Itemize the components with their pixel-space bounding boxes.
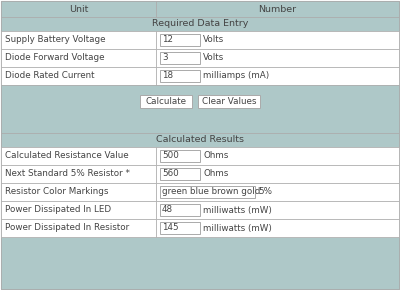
- Bar: [160, 52, 200, 64]
- Bar: [1, 17, 399, 31]
- Text: Next Standard 5% Resistor *: Next Standard 5% Resistor *: [5, 169, 130, 179]
- Text: 145: 145: [162, 224, 179, 233]
- Bar: [160, 150, 200, 162]
- Text: 48: 48: [162, 206, 173, 215]
- Bar: [140, 95, 192, 108]
- Text: 500: 500: [162, 151, 179, 160]
- Text: green blue brown gold: green blue brown gold: [162, 188, 260, 197]
- Bar: [1, 31, 156, 49]
- Bar: [1, 49, 156, 67]
- Bar: [1, 133, 399, 147]
- Text: Power Dissipated In LED: Power Dissipated In LED: [5, 206, 111, 215]
- Text: Calculate: Calculate: [146, 97, 186, 106]
- Text: Diode Rated Current: Diode Rated Current: [5, 72, 94, 81]
- Text: Unit: Unit: [69, 5, 88, 14]
- Text: milliwatts (mW): milliwatts (mW): [203, 224, 272, 233]
- Bar: [160, 168, 200, 180]
- Text: Supply Battery Voltage: Supply Battery Voltage: [5, 35, 106, 44]
- Bar: [156, 31, 399, 49]
- Text: 12: 12: [162, 35, 173, 44]
- Text: Ohms: Ohms: [203, 169, 228, 179]
- Bar: [156, 1, 399, 17]
- Bar: [160, 34, 200, 46]
- Bar: [156, 147, 399, 165]
- Bar: [156, 183, 399, 201]
- Bar: [160, 186, 255, 198]
- Bar: [156, 201, 399, 219]
- Text: Number: Number: [258, 5, 296, 14]
- Bar: [1, 1, 156, 17]
- Bar: [1, 201, 156, 219]
- Text: Calculated Resistance Value: Calculated Resistance Value: [5, 151, 129, 160]
- Bar: [156, 165, 399, 183]
- Bar: [1, 237, 399, 289]
- Text: Volts: Volts: [203, 53, 224, 63]
- Text: Power Dissipated In Resistor: Power Dissipated In Resistor: [5, 224, 129, 233]
- Text: Required Data Entry: Required Data Entry: [152, 19, 248, 28]
- Bar: [1, 85, 399, 133]
- Bar: [156, 67, 399, 85]
- Bar: [156, 219, 399, 237]
- Text: Ohms: Ohms: [203, 151, 228, 160]
- Text: Diode Forward Voltage: Diode Forward Voltage: [5, 53, 104, 63]
- Bar: [1, 219, 156, 237]
- Text: 560: 560: [162, 169, 179, 179]
- Bar: [1, 165, 156, 183]
- Text: 3: 3: [162, 53, 168, 63]
- Text: Volts: Volts: [203, 35, 224, 44]
- Bar: [1, 67, 156, 85]
- Bar: [198, 95, 260, 108]
- Text: 18: 18: [162, 72, 173, 81]
- Text: Resistor Color Markings: Resistor Color Markings: [5, 188, 108, 197]
- Bar: [1, 183, 156, 201]
- Text: 5%: 5%: [258, 188, 272, 197]
- Text: Clear Values: Clear Values: [202, 97, 256, 106]
- Text: milliwatts (mW): milliwatts (mW): [203, 206, 272, 215]
- Bar: [1, 147, 156, 165]
- Bar: [160, 204, 200, 216]
- Bar: [160, 222, 200, 234]
- Text: Calculated Results: Calculated Results: [156, 135, 244, 144]
- Bar: [156, 49, 399, 67]
- Text: milliamps (mA): milliamps (mA): [203, 72, 269, 81]
- Bar: [160, 70, 200, 82]
